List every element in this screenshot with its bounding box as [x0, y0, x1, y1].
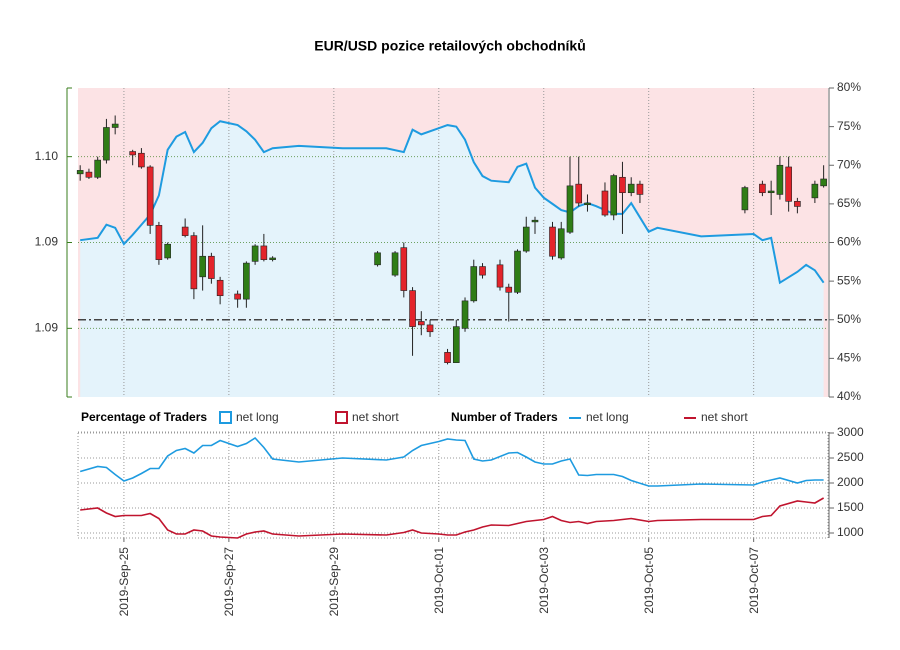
legend-label: net short: [352, 410, 399, 424]
candle-body: [391, 252, 399, 276]
y2-tick-label: 40%: [837, 389, 861, 403]
candle-body: [531, 219, 539, 223]
long-area: [80, 121, 824, 397]
y2-tick-label: 50%: [837, 312, 861, 326]
y2-tick-label: 45%: [837, 351, 861, 365]
candle-body: [129, 151, 136, 156]
candle-body: [444, 352, 451, 363]
candle-body: [181, 226, 189, 236]
candle-body: [584, 202, 591, 206]
candle-body: [557, 228, 565, 259]
candle-body: [785, 166, 792, 202]
y-tick-label: 1.09: [35, 321, 59, 335]
candle-body: [155, 225, 163, 260]
candle-body: [417, 321, 425, 326]
candle-body: [549, 226, 556, 257]
candle-body: [216, 279, 224, 297]
y3-tick-label: 2500: [837, 450, 864, 464]
legend-label: net short: [701, 410, 748, 424]
legend-label: net long: [586, 410, 629, 424]
candle-body: [811, 183, 819, 199]
candle-body: [269, 257, 276, 260]
chart-title: EUR/USD pozice retailových obchodníků: [314, 38, 586, 54]
y2-tick-label: 55%: [837, 273, 861, 287]
candle-body: [522, 226, 530, 252]
y-tick-label: 1.09: [35, 235, 59, 249]
candle-body: [234, 293, 241, 300]
count-line: [80, 497, 825, 539]
count-line: [79, 436, 824, 487]
candle-body: [94, 159, 101, 178]
candle-body: [138, 152, 145, 168]
panel-frame: [77, 431, 829, 539]
candle-body: [767, 190, 775, 194]
candle-body: [610, 175, 618, 216]
x-tick-label: 2019-Oct-05: [642, 547, 656, 614]
candle-body: [505, 286, 513, 293]
legend-swatch: [335, 411, 348, 424]
legend-title: Number of Traders: [451, 410, 558, 424]
candle-body: [627, 183, 635, 194]
x-tick-label: 2019-Oct-07: [747, 547, 761, 614]
candle-body: [111, 123, 119, 128]
legend-swatch: [219, 411, 232, 424]
y2-tick-label: 60%: [837, 235, 861, 249]
candle-body: [190, 235, 198, 290]
y3-tick-label: 3000: [837, 425, 864, 439]
candle-body: [103, 127, 110, 161]
candle-body: [260, 245, 268, 260]
candle-body: [452, 326, 460, 363]
y3-tick-label: 2000: [837, 475, 864, 489]
candle-body: [776, 164, 784, 195]
y2-tick-label: 75%: [837, 119, 861, 133]
candle-body: [199, 255, 206, 278]
candle-body: [566, 185, 574, 233]
y2-tick-label: 65%: [837, 196, 861, 210]
candle-body: [164, 243, 171, 259]
percentage-line: [80, 120, 825, 285]
candle-body: [426, 324, 434, 333]
candle-body: [619, 176, 626, 194]
y2-tick-label: 70%: [837, 157, 861, 171]
y2-tick-label: 80%: [837, 80, 861, 94]
candle-body: [146, 166, 154, 226]
candle-body: [575, 183, 583, 204]
candle-body: [820, 178, 827, 187]
candle-body: [470, 266, 478, 302]
candle-body: [794, 201, 801, 207]
x-tick-label: 2019-Sep-27: [222, 547, 236, 617]
candle-body: [208, 255, 215, 279]
candle-body: [514, 250, 521, 293]
x-tick-label: 2019-Oct-01: [432, 547, 446, 614]
x-tick-label: 2019-Sep-29: [327, 547, 341, 617]
y3-tick-label: 1000: [837, 525, 864, 539]
candle-body: [461, 300, 469, 329]
x-tick-label: 2019-Oct-03: [537, 547, 551, 614]
candle-body: [76, 170, 84, 175]
candle-body: [759, 183, 766, 194]
candle-body: [409, 290, 416, 327]
candle-body: [374, 252, 381, 266]
candle-body: [741, 187, 749, 211]
candle-body: [251, 245, 259, 262]
candle-body: [85, 171, 93, 178]
y-tick-label: 1.10: [35, 149, 59, 163]
legend-title: Percentage of Traders: [81, 410, 207, 424]
legend-label: net long: [236, 410, 279, 424]
y3-tick-label: 1500: [837, 500, 864, 514]
candle-body: [496, 264, 504, 288]
candle-body: [601, 190, 609, 216]
x-tick-label: 2019-Sep-25: [117, 547, 131, 617]
candle-body: [400, 247, 408, 291]
candle-body: [479, 266, 486, 276]
candle-body: [243, 262, 250, 300]
candle-body: [636, 183, 644, 195]
